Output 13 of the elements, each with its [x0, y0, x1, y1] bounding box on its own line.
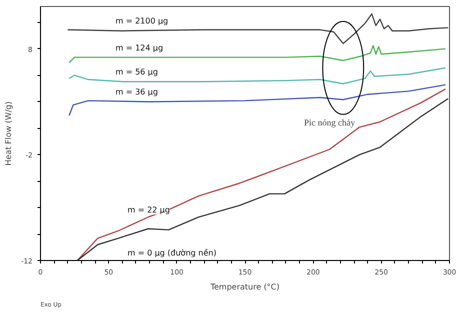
y-axis-title: Heat Flow (W/g)	[4, 101, 14, 166]
line-series	[68, 84, 446, 116]
x-axis-title: Temperature (°C)	[209, 282, 280, 292]
line-series	[68, 45, 446, 64]
series-label: m = 0 µg (đường nền)	[127, 248, 216, 258]
series-label: m = 2100 µg	[115, 16, 168, 26]
line-series	[67, 13, 449, 44]
series-label: m = 36 µg	[115, 88, 158, 97]
series-label: m = 56 µg	[115, 68, 158, 77]
line-series	[68, 67, 446, 84]
series-label: m = 22 µg	[127, 206, 170, 215]
series-label: m = 124 µg	[115, 43, 164, 52]
annotation: Pic nóng chảy	[304, 118, 356, 128]
